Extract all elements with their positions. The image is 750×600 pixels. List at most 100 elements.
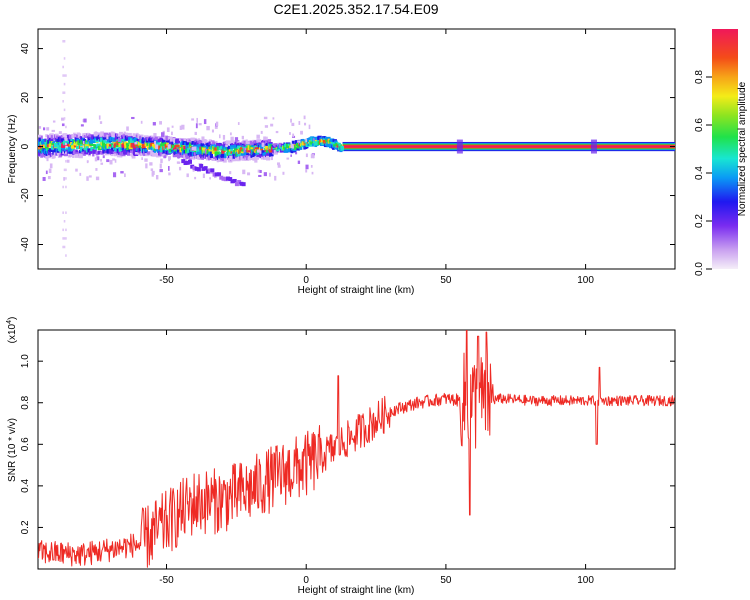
heatmap-speckle (79, 153, 83, 157)
heatmap-speckle (257, 169, 261, 173)
heatmap-speckle (160, 132, 165, 137)
heatmap-speckle (43, 127, 46, 131)
heatmap-speckle (209, 177, 211, 180)
heatmap-cell (171, 141, 174, 146)
heatmap-streak (63, 117, 66, 120)
heatmap-speckle (194, 146, 197, 151)
heatmap-speckle (176, 161, 180, 164)
heatmap-speckle (274, 175, 277, 181)
heatmap-cell (49, 137, 54, 142)
heatmap-cell (194, 155, 199, 160)
heatmap-branch-cell (208, 168, 213, 173)
heatmap-cell (73, 145, 78, 148)
heatmap-cell (84, 150, 88, 155)
heatmap-cell (133, 136, 137, 139)
heatmap-cell (51, 147, 55, 150)
heatmap-cell (328, 140, 331, 143)
heatmap-speckle (168, 172, 171, 176)
heatmap-streak (63, 108, 66, 112)
heatmap-speckle (310, 154, 315, 159)
heatmap-cell (292, 148, 297, 152)
heatmap-speckle (206, 125, 210, 131)
heatmap-speckle (154, 136, 158, 141)
heatmap-speckle (48, 168, 52, 174)
heatmap-cell (207, 143, 211, 149)
heatmap-cell (122, 147, 125, 151)
heatmap-speckle (292, 133, 295, 138)
heatmap-cell (67, 144, 72, 147)
heatmap-streak (65, 160, 67, 163)
heatmap-cell (121, 143, 126, 148)
heatmap-cell (247, 145, 251, 151)
heatmap-cell (185, 142, 190, 146)
heatmap-speckle (290, 118, 292, 123)
heatmap-speckle (290, 143, 294, 149)
heatmap-cell (141, 145, 146, 149)
heatmap-branch-cell (219, 175, 224, 180)
heatmap-cell (338, 142, 341, 147)
heatmap-cell (301, 144, 306, 148)
heatmap-speckle (297, 140, 301, 143)
heatmap-cell (126, 145, 131, 151)
heatmap-speckle (61, 123, 65, 127)
heatmap-speckle (308, 124, 311, 130)
snr-scale-exponent: 4 (6, 320, 13, 324)
heatmap-speckle (177, 153, 180, 159)
heatmap-cell (250, 147, 254, 150)
heatmap-cell (211, 149, 217, 154)
heatmap-cell (259, 152, 262, 157)
heatmap-speckle (272, 143, 275, 147)
heatmap-cell (87, 134, 92, 137)
heatmap-branch-cell (187, 159, 192, 164)
heatmap-cell (79, 136, 82, 140)
band-blip (590, 139, 597, 154)
heatmap-speckle (303, 115, 306, 120)
heatmap-cell (161, 138, 166, 143)
heatmap-speckle (305, 164, 309, 170)
heatmap-cell (230, 150, 233, 154)
heatmap-branch-cell (194, 166, 199, 171)
heatmap-cell (74, 153, 80, 158)
heatmap-cell (121, 132, 126, 136)
heatmap-cell (53, 142, 58, 148)
colorbar-label: Normalized spectral amplitude (737, 81, 748, 216)
heatmap-speckle (94, 157, 98, 162)
heatmap-speckle (96, 156, 100, 161)
heatmap-cell (160, 149, 165, 153)
heatmap-cell (128, 136, 132, 142)
heatmap-cell (243, 144, 248, 147)
heatmap-cell (153, 145, 157, 149)
heatmap-cell (77, 133, 82, 138)
heatmap-cell (59, 153, 63, 157)
heatmap-speckle (168, 156, 170, 162)
heatmap-cell (240, 145, 244, 150)
heatmap-streak (62, 228, 64, 232)
heatmap-cell (57, 137, 61, 142)
heatmap-speckle (243, 147, 246, 153)
heatmap-cell (196, 143, 199, 149)
heatmap-cell (74, 135, 78, 140)
heatmap-cell (166, 148, 169, 153)
snr-y-tick-label: 0.8 (20, 395, 31, 409)
heatmap-cell (183, 146, 187, 150)
heatmap-cell (55, 135, 61, 139)
heatmap-cell (139, 139, 143, 144)
heatmap-streak (65, 254, 67, 257)
heatmap-branch-cell (196, 167, 201, 172)
heatmap-speckle (56, 152, 60, 156)
heatmap-streak (65, 142, 67, 146)
heatmap-cell (230, 147, 233, 152)
heatmap-speckle (263, 136, 267, 141)
heatmap-streak (65, 134, 67, 137)
heatmap-branch-cell (221, 176, 226, 181)
heatmap-cell (241, 149, 245, 152)
heatmap-cell (187, 154, 191, 158)
heatmap-cell (312, 143, 315, 147)
heatmap-cell (96, 132, 100, 138)
heatmap-cell (61, 147, 65, 152)
heatmap-cell (79, 144, 85, 148)
heatmap-cell (234, 144, 237, 149)
heatmap-speckle (215, 121, 219, 126)
heatmap-speckle (117, 137, 122, 143)
heatmap-cell (145, 148, 148, 152)
